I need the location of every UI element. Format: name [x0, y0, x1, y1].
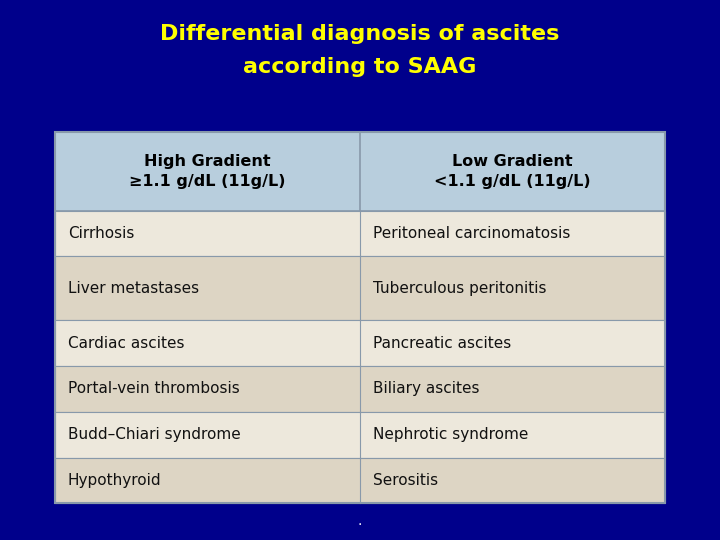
- Text: High Gradient
≥1.1 g/dL (11g/L): High Gradient ≥1.1 g/dL (11g/L): [129, 154, 286, 189]
- FancyBboxPatch shape: [55, 412, 665, 457]
- Text: Cirrhosis: Cirrhosis: [68, 226, 134, 241]
- Text: Tuberculous peritonitis: Tuberculous peritonitis: [373, 281, 546, 296]
- FancyBboxPatch shape: [55, 132, 665, 211]
- Text: Low Gradient
<1.1 g/dL (11g/L): Low Gradient <1.1 g/dL (11g/L): [434, 154, 591, 189]
- Text: Pancreatic ascites: Pancreatic ascites: [373, 336, 511, 350]
- FancyBboxPatch shape: [55, 211, 665, 256]
- FancyBboxPatch shape: [55, 320, 665, 366]
- Text: Portal-vein thrombosis: Portal-vein thrombosis: [68, 381, 240, 396]
- Text: Budd–Chiari syndrome: Budd–Chiari syndrome: [68, 427, 240, 442]
- Text: according to SAAG: according to SAAG: [243, 57, 477, 77]
- Text: Nephrotic syndrome: Nephrotic syndrome: [373, 427, 528, 442]
- Text: Peritoneal carcinomatosis: Peritoneal carcinomatosis: [373, 226, 570, 241]
- Text: .: .: [358, 514, 362, 528]
- Text: Biliary ascites: Biliary ascites: [373, 381, 480, 396]
- FancyBboxPatch shape: [55, 256, 665, 320]
- Text: Serositis: Serositis: [373, 473, 438, 488]
- Text: Differential diagnosis of ascites: Differential diagnosis of ascites: [161, 24, 559, 44]
- Text: Liver metastases: Liver metastases: [68, 281, 199, 296]
- Text: Cardiac ascites: Cardiac ascites: [68, 336, 184, 350]
- FancyBboxPatch shape: [55, 457, 665, 503]
- Text: Hypothyroid: Hypothyroid: [68, 473, 161, 488]
- FancyBboxPatch shape: [55, 366, 665, 412]
